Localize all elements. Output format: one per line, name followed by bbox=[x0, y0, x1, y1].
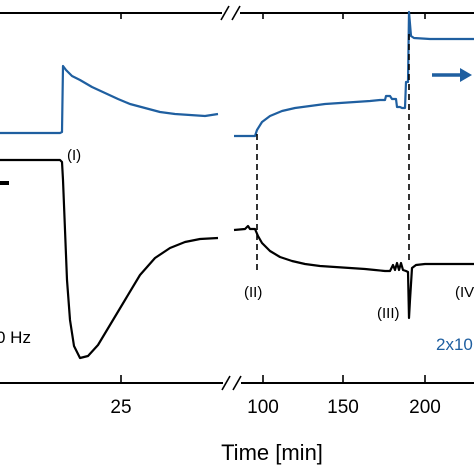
blue-series-line bbox=[0, 10, 474, 138]
arrow-right-icon bbox=[432, 68, 472, 82]
x-ticks bbox=[120, 13, 426, 383]
x-tick-label-25: 25 bbox=[110, 397, 131, 418]
axis-break-top bbox=[220, 5, 241, 21]
x-tick-label-200: 200 bbox=[409, 397, 441, 418]
axis-break-bottom bbox=[221, 375, 242, 391]
right-partial-label: 2x10 bbox=[436, 335, 473, 354]
annotation-event-4: (IV bbox=[455, 284, 474, 301]
black-series-line bbox=[0, 158, 474, 360]
left-partial-label: 0 Hz bbox=[0, 328, 31, 347]
annotation-event-1: (I) bbox=[67, 147, 81, 164]
x-tick-label-150: 150 bbox=[327, 397, 359, 418]
annotation-event-3: (III) bbox=[377, 305, 400, 322]
x-axis-title: Time [min] bbox=[221, 440, 323, 465]
x-tick-label-100: 100 bbox=[247, 397, 279, 418]
annotation-event-2: (II) bbox=[244, 284, 262, 301]
